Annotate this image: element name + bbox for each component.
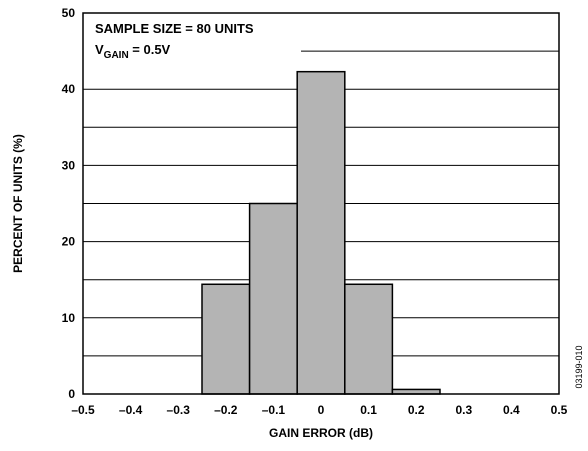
plot-frame bbox=[82, 12, 560, 395]
histogram-bar bbox=[296, 70, 346, 395]
y-tick-label: 40 bbox=[62, 82, 76, 96]
x-axis-title: GAIN ERROR (dB) bbox=[269, 426, 373, 440]
y-axis-title: PERCENT OF UNITS (%) bbox=[11, 134, 25, 273]
y-tick-label: 20 bbox=[62, 235, 76, 249]
annotation-vgain: VGAIN = 0.5V bbox=[95, 42, 171, 61]
x-tick-label: –0.3 bbox=[167, 403, 191, 417]
axis-tick-labels: –0.5 –0.4 –0.3 –0.2 –0.1 0 0.1 0.2 0.3 0.4 0.5 0 10 2… bbox=[62, 6, 568, 417]
x-tick-label: –0.4 bbox=[119, 403, 143, 417]
x-tick-label: 0 bbox=[318, 403, 325, 417]
x-tick-label: 0.2 bbox=[408, 403, 425, 417]
x-tick-label: 0.5 bbox=[551, 403, 568, 417]
y-tick-label: 10 bbox=[62, 311, 76, 325]
x-tick-label: 0.1 bbox=[360, 403, 377, 417]
y-tick-label: 30 bbox=[62, 158, 76, 172]
histogram-bar bbox=[248, 202, 298, 395]
annotation-sample-size: SAMPLE SIZE = 80 UNITS bbox=[95, 21, 254, 36]
x-tick-label: 0.3 bbox=[455, 403, 472, 417]
x-tick-label: –0.5 bbox=[71, 403, 95, 417]
y-tick-label: 0 bbox=[68, 387, 75, 401]
histogram-bars bbox=[201, 70, 441, 395]
histogram-bar bbox=[344, 283, 394, 395]
histogram-bar bbox=[201, 283, 251, 395]
figure-id-label: 03199-010 bbox=[574, 345, 584, 388]
y-tick-label: 50 bbox=[62, 6, 76, 20]
x-tick-label: –0.1 bbox=[262, 403, 286, 417]
annotation-background bbox=[83, 11, 301, 69]
x-tick-label: –0.2 bbox=[214, 403, 238, 417]
x-tick-label: 0.4 bbox=[503, 403, 520, 417]
